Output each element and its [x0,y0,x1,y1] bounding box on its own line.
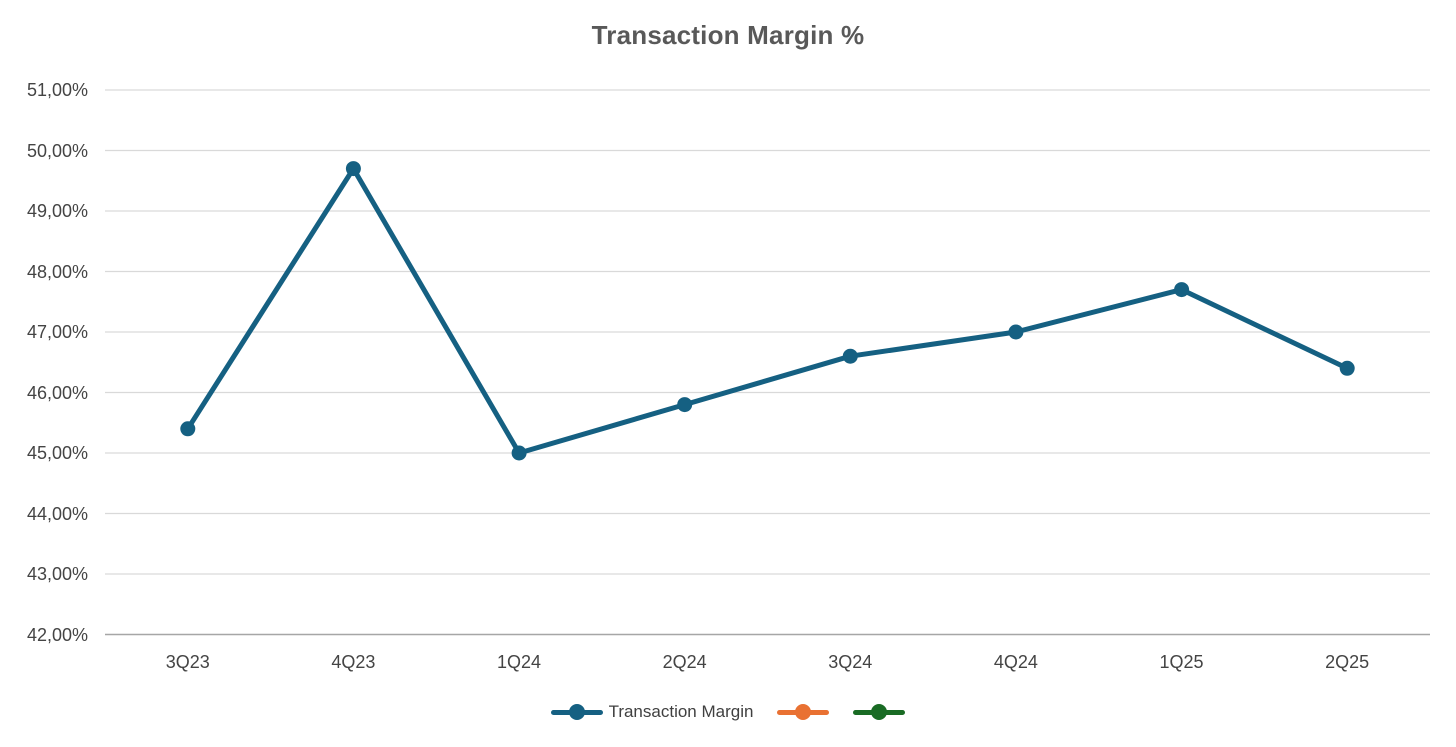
y-tick-label: 45,00% [26,443,88,463]
y-tick-label: 42,00% [26,624,88,645]
x-tick-label-2Q24: 2Q24 [662,652,707,672]
x-tick-label-3Q23: 3Q23 [165,652,210,672]
y-tick-label: 44,00% [26,503,88,524]
x-tick-label-4Q23: 4Q23 [331,652,376,672]
legend-line-marker-icon [550,704,603,720]
x-tick-label-3Q24: 3Q24 [828,652,873,672]
data-point-2Q25 [1339,360,1355,376]
y-tick-label: 50,00% [26,140,88,161]
data-point-1Q25 [1174,282,1190,298]
chart-legend: Transaction Margin [0,702,1456,722]
x-tick-label-1Q24: 1Q24 [497,652,542,672]
x-tick-label-2Q25: 2Q25 [1325,652,1370,672]
y-tick-label: 47,00% [26,322,88,342]
x-tick-label-4Q24: 4Q24 [993,652,1038,672]
y-tick-label: 43,00% [26,564,88,584]
chart-title: Transaction Margin % [591,20,865,50]
legend-item-3 [853,704,906,720]
legend-label: Transaction Margin [608,702,754,721]
x-tick-label-1Q25: 1Q25 [1159,652,1204,672]
data-point-2Q24 [677,397,693,413]
legend-item-2 [777,704,830,720]
data-point-3Q23 [180,421,196,437]
series-line-1 [185,166,1350,456]
data-point-3Q24 [842,348,858,364]
y-tick-label: 48,00% [26,261,88,282]
data-point-1Q24 [511,445,527,461]
y-tick-label: 49,00% [26,201,88,221]
data-point-4Q23 [345,161,361,177]
legend-line-marker-icon [777,704,830,720]
y-tick-label: 46,00% [26,382,88,403]
legend-item-1: Transaction Margin [550,702,754,722]
legend-line-marker-icon [853,704,906,720]
y-tick-label: 51,00% [26,80,88,100]
data-point-4Q24 [1008,324,1024,340]
